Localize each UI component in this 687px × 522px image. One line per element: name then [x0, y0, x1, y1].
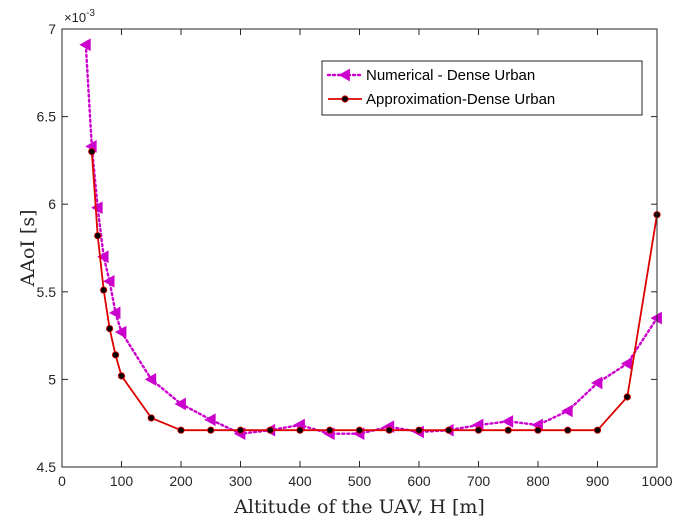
data-point-approximation: [147, 414, 155, 422]
data-point-approximation: [117, 372, 126, 380]
x-tick-label: 300: [229, 473, 253, 489]
x-tick-label: 400: [288, 473, 312, 489]
data-point-numerical: [79, 38, 91, 52]
data-point-numerical: [204, 413, 216, 427]
x-tick-label: 700: [467, 473, 491, 489]
data-point-numerical: [590, 376, 603, 390]
legend-label-numerical: Numerical - Dense Urban: [366, 67, 535, 84]
x-tick-label: 1000: [641, 473, 672, 489]
data-point-approximation: [326, 426, 334, 434]
y-tick-label: 6.5: [37, 109, 57, 125]
data-point-approximation: [236, 426, 245, 434]
y-tick-label: 6: [48, 196, 56, 212]
x-tick-label: 900: [586, 473, 610, 489]
data-point-numerical: [114, 325, 127, 339]
x-tick-label: 200: [169, 473, 193, 489]
series-layer: [79, 38, 662, 441]
data-point-approximation: [623, 393, 631, 401]
y-tick-label: 5.5: [37, 284, 57, 300]
y-exponent-power: -3: [86, 8, 95, 19]
legend-marker-numerical: [338, 68, 350, 82]
y-tick-label: 5: [48, 371, 56, 387]
data-point-approximation: [504, 426, 512, 434]
data-point-approximation: [593, 426, 602, 434]
x-tick-label: 500: [348, 473, 372, 489]
data-point-approximation: [474, 426, 483, 434]
data-point-approximation: [94, 232, 102, 240]
data-point-approximation: [177, 426, 185, 434]
data-point-numerical: [561, 404, 573, 418]
data-point-approximation: [207, 426, 215, 434]
data-point-approximation: [564, 426, 572, 434]
y-tick-label: 4.5: [37, 459, 57, 475]
data-point-approximation: [106, 324, 114, 333]
data-point-approximation: [88, 148, 96, 156]
x-tick-label: 0: [58, 473, 66, 489]
data-point-approximation: [296, 426, 304, 434]
legend-entries: [326, 68, 364, 103]
x-tick-label: 800: [526, 473, 550, 489]
y-tick-label: 7: [48, 21, 56, 37]
legend-marker-approximation: [341, 95, 349, 103]
data-point-approximation: [415, 426, 423, 434]
data-point-numerical: [91, 201, 103, 215]
data-point-approximation: [355, 426, 364, 434]
x-tick-label: 100: [110, 473, 134, 489]
data-point-approximation: [534, 426, 542, 434]
data-point-approximation: [266, 426, 274, 434]
data-point-numerical: [103, 274, 115, 288]
data-point-numerical: [97, 250, 109, 264]
tick-layer: 0 100 200 300 400 500 600 700 800 900 1000 4.5 5 5.5 6…: [37, 21, 673, 489]
x-tick-label: 600: [407, 473, 431, 489]
x-axis-title: Altitude of the UAV, H [m]: [233, 496, 485, 518]
data-point-numerical: [501, 415, 514, 428]
data-point-numerical: [174, 397, 186, 411]
series-line-approximation: [90, 151, 658, 432]
y-axis-title: AAoI [s]: [17, 209, 39, 287]
data-point-numerical: [109, 306, 121, 320]
data-point-approximation: [111, 351, 120, 359]
data-point-numerical: [650, 311, 662, 325]
data-point-approximation: [445, 426, 453, 434]
legend: Numerical - Dense Urban Approximation-De…: [321, 60, 643, 116]
legend-label-approximation: Approximation-Dense Urban: [366, 91, 555, 108]
y-exponent-base: ×10: [64, 10, 86, 25]
data-point-approximation: [100, 286, 108, 294]
y-exponent-label: ×10-3: [64, 8, 95, 25]
legend-box: [321, 60, 643, 116]
data-point-numerical: [144, 373, 157, 386]
data-point-numerical: [620, 357, 633, 370]
data-point-approximation: [385, 426, 393, 434]
